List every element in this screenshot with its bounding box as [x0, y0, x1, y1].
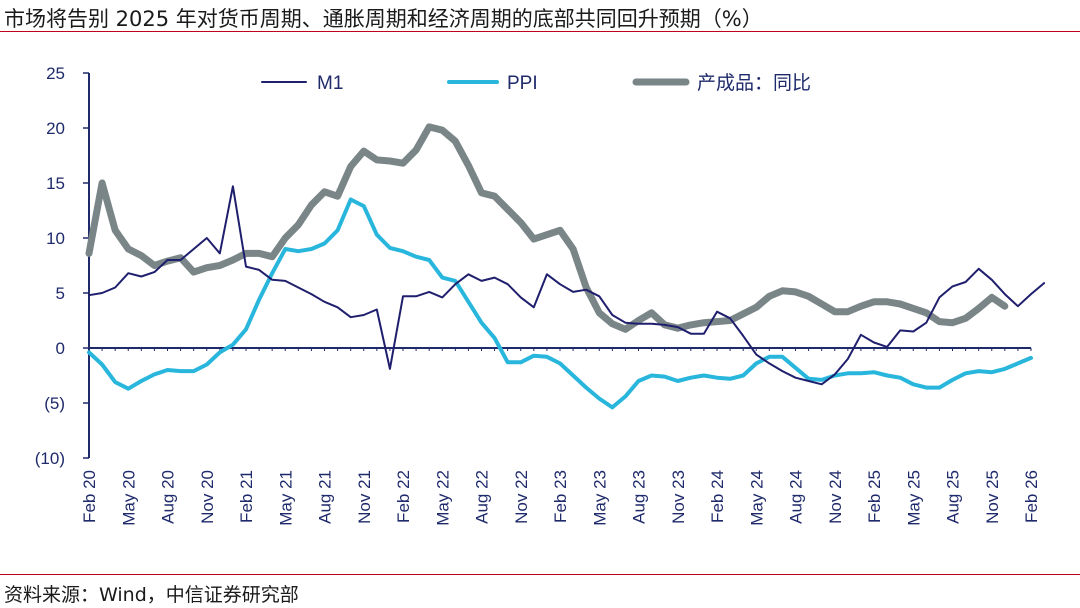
x-tick-label: Nov 25: [983, 470, 1002, 524]
x-tick-label: May 22: [433, 470, 452, 526]
y-axis: 25 20 15 10 5 0 (5) (10): [35, 64, 90, 468]
legend: M1 PPI 产成品：同比: [261, 72, 811, 94]
x-tick-label: Feb 22: [394, 470, 413, 523]
x-tick-label: May 23: [590, 470, 609, 526]
x-tick-label: Aug 25: [944, 470, 963, 524]
legend-label: 产成品：同比: [697, 72, 811, 94]
y-tick-label: 20: [46, 119, 65, 138]
x-tick-label: Feb 26: [1022, 470, 1041, 523]
x-tick-label: Feb 20: [80, 470, 99, 523]
y-tick-label: 15: [46, 174, 65, 193]
chart-title: 市场将告别 2025 年对货币周期、通胀周期和经济周期的底部共同回升预期（%）: [4, 7, 763, 31]
series-group: [85, 123, 1046, 410]
source-note: 资料来源：Wind，中信证券研究部: [4, 584, 299, 606]
y-tick-label: 10: [46, 229, 65, 248]
y-tick-label: 25: [46, 64, 65, 83]
x-tick-label: May 21: [276, 470, 295, 526]
x-tick-label: Aug 22: [473, 470, 492, 524]
x-tick-label: Feb 21: [237, 470, 256, 523]
legend-label: PPI: [507, 73, 538, 94]
x-tick-label: Aug 23: [630, 470, 649, 524]
bottom-rule: [0, 574, 1080, 575]
x-tick-label: Nov 22: [512, 470, 531, 524]
x-tick-label: May 25: [904, 470, 923, 526]
top-rule: [0, 31, 1080, 32]
x-axis: Feb 20 May 20 Aug 20 Nov 20 Feb 21 May 21 Aug …: [80, 347, 1041, 526]
series-line-m1: [88, 185, 1046, 386]
x-tick-label: Feb 25: [865, 470, 884, 523]
line-chart: 25 20 15 10 5 0 (5) (10) Feb 20 May 20 Aug 20 Nov …: [35, 64, 1046, 526]
y-tick-label: (5): [44, 394, 65, 413]
series-line-ppi: [87, 197, 1033, 410]
x-tick-label: Nov 23: [669, 470, 688, 524]
y-tick-label: (10): [35, 449, 65, 468]
x-tick-label: Feb 23: [551, 470, 570, 523]
x-tick-label: Nov 21: [355, 470, 374, 524]
y-tick-label: 5: [56, 284, 65, 303]
x-tick-label: May 24: [747, 470, 766, 526]
legend-label: M1: [317, 73, 343, 94]
x-tick-label: Aug 20: [159, 470, 178, 524]
x-tick-label: May 20: [119, 470, 138, 526]
x-tick-label: Nov 20: [198, 470, 217, 524]
x-tick-label: Aug 24: [787, 470, 806, 524]
series-line-finished-goods: [85, 123, 1009, 333]
x-tick-label: Feb 24: [708, 470, 727, 523]
x-tick-label: Nov 24: [826, 470, 845, 524]
y-tick-label: 0: [56, 339, 65, 358]
x-tick-label: Aug 21: [316, 470, 335, 524]
